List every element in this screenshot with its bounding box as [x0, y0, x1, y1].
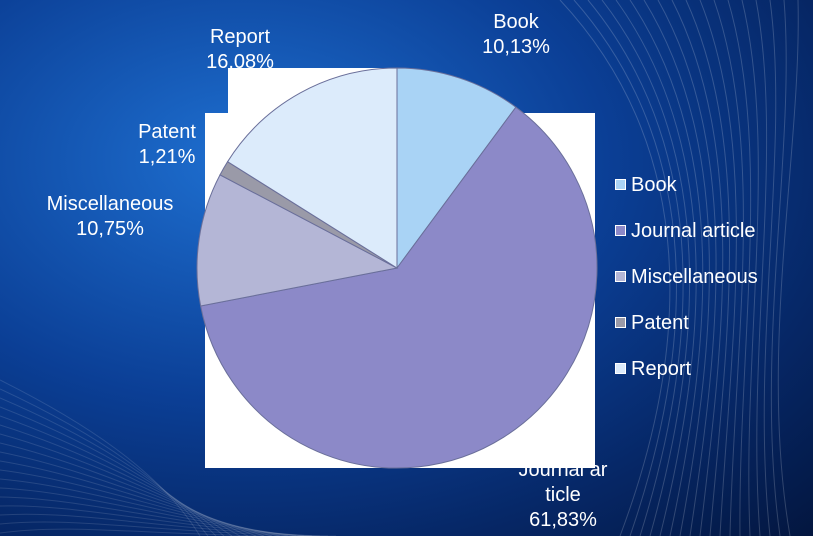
legend-swatch	[615, 363, 626, 374]
legend-label: Report	[631, 358, 691, 380]
data-label-name: Patent	[138, 120, 196, 145]
background-streak	[764, 0, 776, 536]
data-label-name: Report	[210, 25, 270, 50]
legend-entry: Patent	[615, 311, 689, 335]
data-label-name: Journal article	[518, 458, 608, 508]
legend-swatch	[615, 225, 626, 236]
chart: Book10,13%BookJournal article61,83%Journ…	[0, 0, 813, 536]
legend-entry: Journal article	[615, 219, 756, 243]
legend-swatch	[615, 179, 626, 190]
data-label-value: 1,21%	[139, 145, 196, 170]
data-label-value: 61,83%	[529, 508, 597, 533]
data-label-value: 10,13%	[482, 35, 550, 60]
legend-entry: Book	[615, 173, 677, 197]
data-label-value: 10,75%	[76, 217, 144, 242]
background-streak	[771, 0, 786, 536]
legend-label: Book	[631, 174, 677, 196]
data-label-value: 16,08%	[206, 50, 274, 75]
data-label-name: Miscellaneous	[45, 192, 175, 217]
legend-label: Patent	[631, 312, 689, 334]
background-streak	[778, 0, 798, 536]
legend-swatch	[615, 271, 626, 282]
legend-label: Journal article	[631, 220, 756, 242]
legend-entry: Miscellaneous	[615, 265, 758, 289]
data-label-name: Book	[493, 10, 539, 35]
legend-label: Miscellaneous	[631, 266, 758, 288]
legend-swatch	[615, 317, 626, 328]
legend-entry: Report	[615, 357, 691, 381]
